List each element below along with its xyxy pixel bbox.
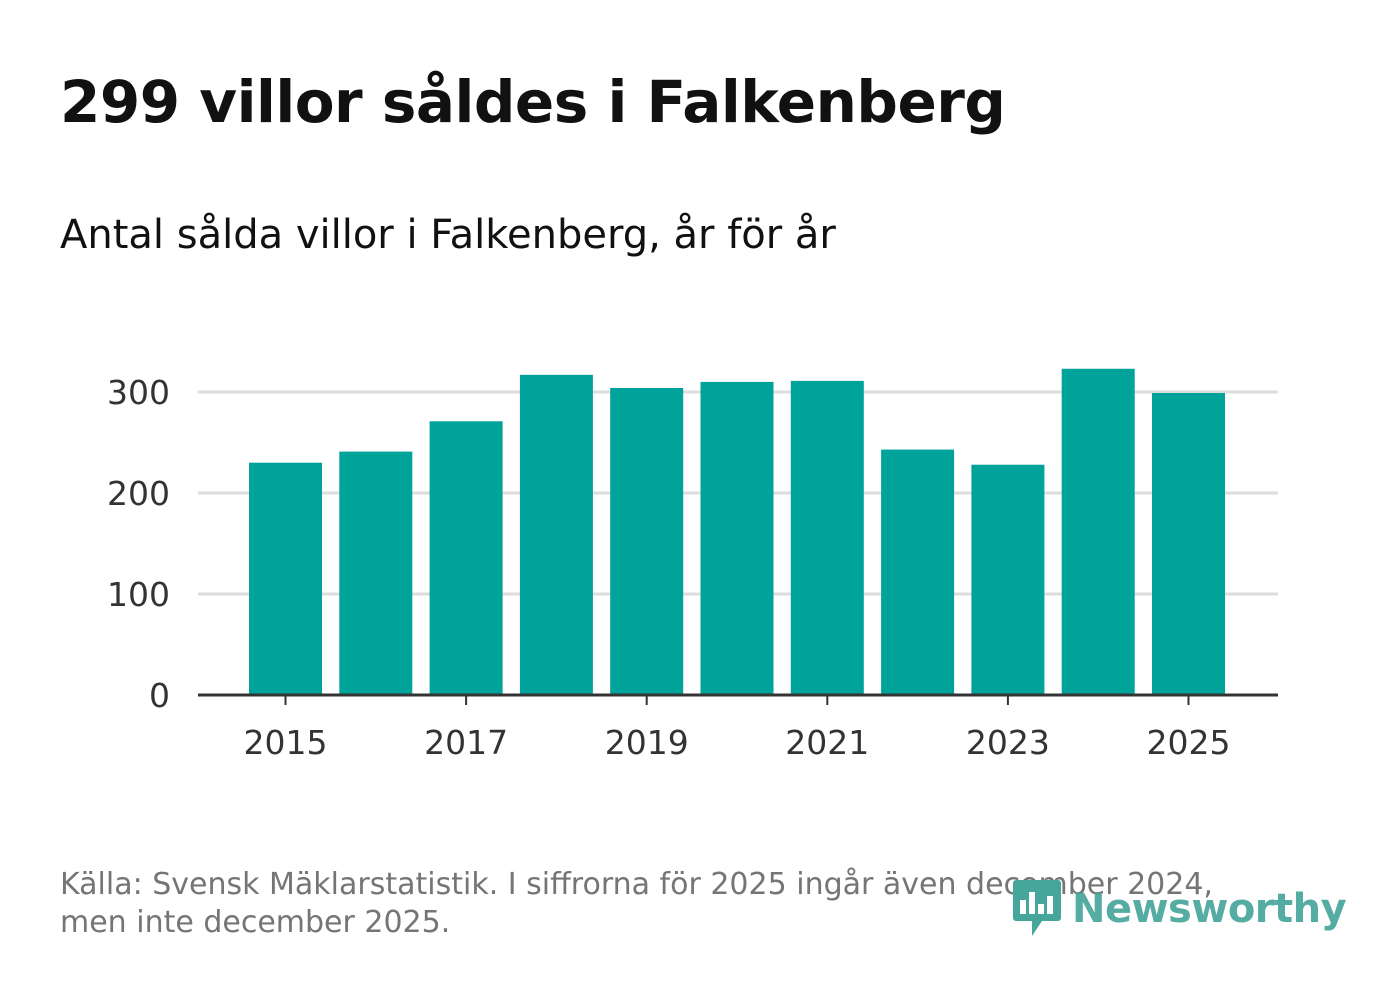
bar-2016 [339, 451, 413, 695]
newsworthy-logo-icon [1013, 880, 1061, 936]
x-tick-label-2025: 2025 [1147, 723, 1231, 762]
x-tick-label-2021: 2021 [785, 723, 869, 762]
bar-2015 [249, 462, 322, 695]
bar-2021 [790, 380, 864, 695]
axes [198, 693, 1278, 705]
x-tick-label-2019: 2019 [605, 723, 689, 762]
bar-2024 [1061, 368, 1135, 695]
bar-2025 [1152, 393, 1225, 695]
x-tick-label-2023: 2023 [966, 723, 1050, 762]
x-tick-label-2017: 2017 [424, 723, 508, 762]
newsworthy-logo: Newsworthy [1012, 878, 1347, 940]
x-tick-label-2015: 2015 [244, 723, 328, 762]
y-tick-label-200: 200 [107, 474, 170, 513]
bar-2018 [519, 374, 593, 695]
bar-2020 [700, 381, 774, 695]
logo-text: Newsworthy [1072, 886, 1347, 932]
bar-2017 [429, 421, 503, 695]
bar-2023 [971, 464, 1045, 695]
bar-2019 [610, 387, 684, 695]
y-tick-label-300: 300 [107, 373, 170, 412]
chart-title: 299 villor såldes i Falkenberg [60, 68, 1006, 136]
y-tick-label-0: 0 [149, 676, 170, 715]
bar-chart: 0 100 200 300 2015 2017 2019 2021 2023 2025 [107, 368, 1278, 762]
bar-2022 [881, 449, 955, 695]
y-tick-label-100: 100 [107, 575, 170, 614]
chart-subtitle: Antal sålda villor i Falkenberg, år för … [60, 212, 836, 258]
bars [249, 368, 1225, 695]
tick-labels: 0 100 200 300 2015 2017 2019 2021 2023 2025 [107, 373, 1230, 762]
